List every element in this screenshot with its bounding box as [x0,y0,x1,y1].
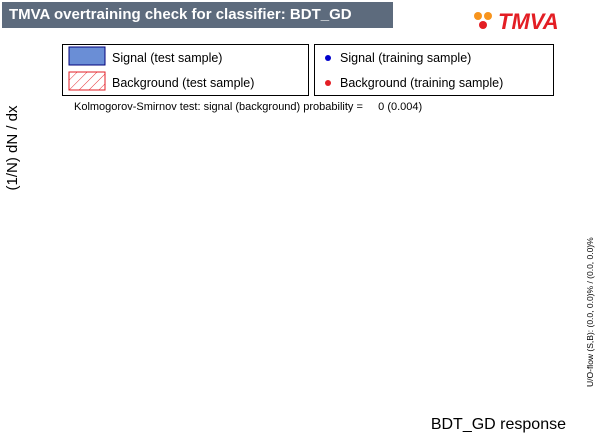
legend-swatch-background-test [68,71,106,91]
markers-layer [42,113,575,389]
data-point [197,181,203,188]
ks-test-text: Kolmogorov-Smirnov test: signal (backgro… [74,101,423,113]
data-point [413,212,420,218]
data-point [45,382,51,388]
x-tick-label: -0.4 [44,394,66,408]
data-point [286,230,292,236]
data-point [70,381,76,387]
data-point [566,365,572,371]
tmva-logo: TMVA [468,5,590,35]
data-point [261,161,267,167]
data-point [159,268,165,274]
data-point [185,204,191,210]
data-point [528,296,534,302]
data-point [375,374,381,380]
x-tick-label: 0.2 [454,394,471,408]
y-tick-label: 5 [42,150,49,164]
legend-marker-background-training [325,80,331,86]
data-point [121,344,127,350]
data-point [108,365,114,371]
logo-dot-3 [479,21,487,29]
legend-marker-signal-training [325,55,331,61]
axes-layer: -0.4 -0.3 -0.2 -0.1 0 0.1 0.2 0.3 0 1 2 3 4 5 6 7 [42,41,565,408]
data-point [515,254,521,260]
data-point [350,350,356,356]
data-point [375,316,381,322]
signal-test-histogram [41,127,577,387]
data-point [223,133,229,139]
y-tick-label: 4 [42,196,49,210]
data-point [363,365,369,371]
x-axis-label: BDT_GD response [430,416,566,433]
y-tick-label: 3 [42,242,49,256]
data-point [210,161,216,167]
y-tick-label: 6 [42,104,49,118]
chart-title: TMVA overtraining check for classifier: … [2,2,393,28]
data-point [363,342,369,348]
data-point [299,268,305,274]
data-point [388,293,394,299]
data-point [541,330,547,336]
data-point [439,154,445,160]
data-point [312,304,318,310]
data-point [413,379,420,385]
background-test-histogram [40,123,576,387]
data-point [452,137,458,143]
data-point [274,191,280,197]
legend-swatch-signal-test [68,46,106,66]
y-axis-label: (1/N) dN / dx [4,105,21,191]
x-tick-label: -0.2 [180,394,202,408]
legend-label-background-training: Background (training sample) [340,76,504,90]
data-point [146,301,153,307]
data-point [235,118,242,125]
overflow-note: U/O-flow (S,B): (0.0, 0.0)% / (0.0, 0.0)… [585,237,595,387]
y-tick-label: 2 [42,288,49,302]
legend-label-signal-training: Signal (training sample) [340,51,472,65]
data-point [134,319,140,326]
logo-text: TMVA [498,9,559,34]
legend-label-background-test: Background (test sample) [112,76,255,90]
data-point [324,329,331,335]
y-tick-label: 7 [42,58,49,72]
data-point [324,378,331,384]
data-point [477,382,483,389]
data-point [172,240,178,246]
data-point [426,381,432,387]
x-tick-label: 0 [324,394,331,408]
data-point [477,143,483,149]
data-point [401,253,407,259]
data-point [401,376,407,383]
data-point [388,375,394,381]
histogram-layer [40,123,577,387]
data-point [350,354,356,361]
y-tick-label: 1 [42,334,49,348]
data-point [502,231,509,237]
x-tick-label: 0.3 [522,394,539,408]
data-point [337,369,343,375]
data-point [464,140,470,146]
data-point [452,382,458,388]
data-point [83,380,89,386]
data-point [464,382,470,388]
x-tick-label: 0.1 [386,394,403,408]
x-tick-label: -0.1 [248,394,270,408]
data-point [57,382,64,388]
data-point [248,140,254,146]
data-point [96,376,102,383]
data-point [439,381,445,387]
background-training-points [42,113,486,389]
signal-training-points [322,132,575,386]
data-point [490,172,496,178]
legend-training [314,44,554,96]
data-point [426,175,432,181]
logo-dot-2 [484,12,492,20]
x-tick-label: -0.3 [112,394,134,408]
logo-dot-1 [474,12,482,20]
y-tick-label: 0 [42,380,49,394]
legend-label-signal-test: Signal (test sample) [112,51,223,65]
data-point [553,346,559,352]
data-point [337,344,343,350]
